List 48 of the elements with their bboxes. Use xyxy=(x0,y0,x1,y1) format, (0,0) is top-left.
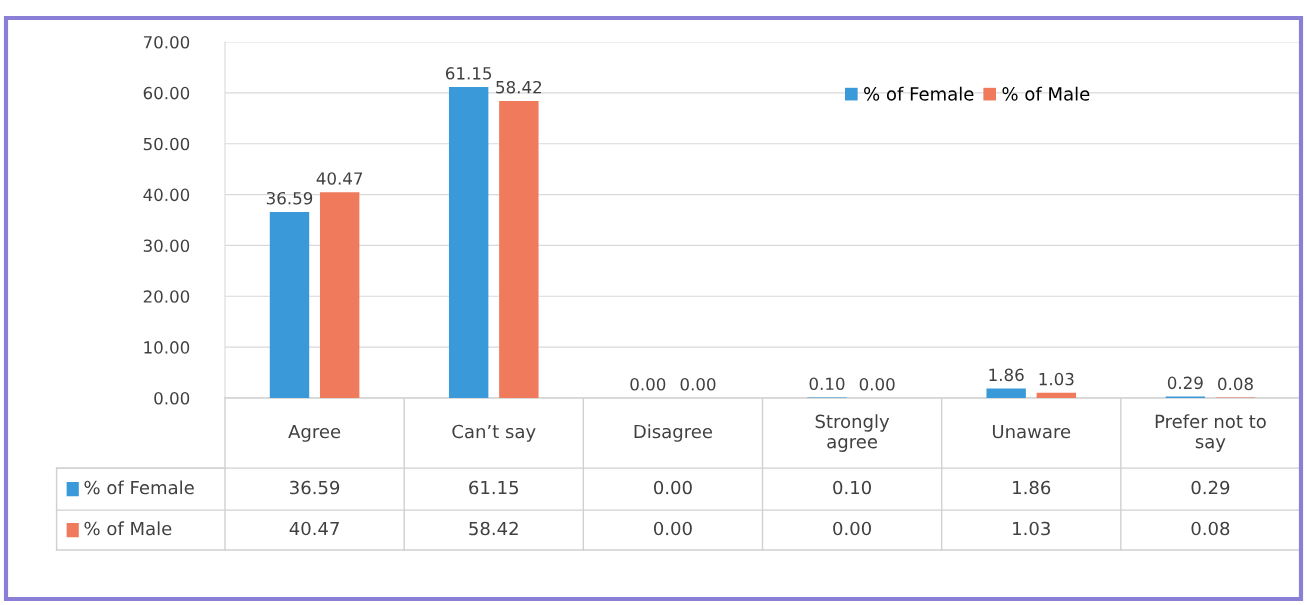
y-tick-label: 20.00 xyxy=(143,290,190,303)
y-tick-label: 50.00 xyxy=(143,137,190,151)
bar xyxy=(269,211,310,398)
text: 0.00 xyxy=(680,378,716,391)
text: 1.86 xyxy=(989,368,1024,382)
data-label: 58.42 xyxy=(469,521,518,536)
text: 0.10 xyxy=(809,377,845,391)
data-label: 1.86 xyxy=(1013,480,1051,495)
x-tick-label: Agree xyxy=(288,424,341,442)
text: 58.42 xyxy=(496,80,542,94)
text: 0.08 xyxy=(1218,377,1253,391)
data-label: 61.15 xyxy=(469,480,519,495)
text: 0.00 xyxy=(859,378,895,391)
y-tick-label: 0.00 xyxy=(154,391,190,405)
x-tick-label: Strongly agree xyxy=(815,414,890,452)
text: 40.47 xyxy=(316,172,363,185)
text: 0.29 xyxy=(1167,376,1203,390)
data-label: 0.00 xyxy=(833,521,871,536)
y-tick-label: 40.00 xyxy=(143,188,190,202)
x-tick-label: Unaware xyxy=(992,424,1071,439)
y-tick-label: 30.00 xyxy=(143,239,190,252)
text: % of Male xyxy=(84,521,172,536)
data-label: 0.08 xyxy=(1191,521,1230,536)
data-label: 0.29 xyxy=(1191,480,1230,495)
data-label: 0.10 xyxy=(833,480,871,495)
data-label: 36.59 xyxy=(290,480,340,495)
bar xyxy=(319,192,360,398)
data-label: 40.47 xyxy=(289,521,339,536)
text: 1.03 xyxy=(1039,372,1074,386)
text: 0.00 xyxy=(630,378,666,391)
y-tick-label: 60.00 xyxy=(143,86,190,100)
bar xyxy=(499,100,539,398)
y-tick-label: 70.00 xyxy=(143,35,190,49)
bar xyxy=(986,388,1026,398)
text: 36.59 xyxy=(266,191,313,205)
text: 61.15 xyxy=(445,67,492,80)
data-label: 0.00 xyxy=(654,480,692,495)
bar xyxy=(448,87,489,398)
data-label: 0.00 xyxy=(654,521,692,536)
legend-label: % of Male xyxy=(1002,86,1090,101)
legend-label: % of Female xyxy=(864,86,974,101)
x-tick-label: Prefer not to say xyxy=(1155,414,1266,452)
bar xyxy=(1036,392,1077,398)
x-tick-label: Can’t say xyxy=(452,424,536,442)
y-tick-label: 10.00 xyxy=(144,341,190,354)
x-tick-label: Disagree xyxy=(634,424,712,442)
data-label: 1.03 xyxy=(1013,521,1050,536)
text: % of Female xyxy=(84,480,194,495)
